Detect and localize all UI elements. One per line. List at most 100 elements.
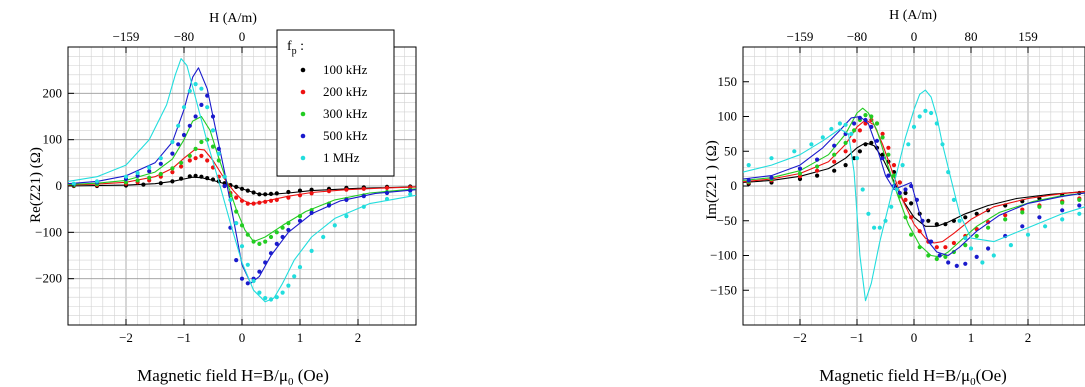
data-point [205, 158, 210, 163]
data-point [832, 152, 837, 157]
x-axis-label: Magnetic field H=B/μ0 (Oe) [137, 366, 329, 387]
data-point [268, 251, 274, 256]
data-point [1060, 208, 1065, 213]
data-point [222, 174, 227, 179]
top-tick-label: −80 [174, 29, 194, 44]
y-tick-label: 50 [724, 143, 737, 158]
data-point [361, 204, 366, 209]
data-point [187, 88, 192, 94]
data-point [309, 191, 314, 196]
data-point [170, 179, 175, 184]
data-point [857, 128, 863, 133]
data-point [286, 221, 291, 226]
data-point [1037, 215, 1042, 220]
data-point [280, 290, 285, 295]
data-point [897, 190, 902, 196]
data-point [274, 295, 279, 300]
legend-marker [300, 155, 306, 161]
data-point [872, 225, 877, 230]
data-point [274, 191, 279, 196]
data-point [408, 188, 413, 193]
data-point [920, 218, 925, 223]
data-point [257, 290, 262, 295]
x-axis-label: Magnetic field H=B/μ0(Oe) [819, 366, 1007, 387]
y-tick-label: −100 [710, 248, 737, 263]
data-point [245, 262, 250, 267]
data-point [361, 194, 366, 199]
data-point [187, 174, 192, 179]
data-point [1020, 224, 1025, 229]
series-500-khz [68, 67, 416, 286]
data-point [746, 178, 751, 183]
data-point [1025, 232, 1031, 237]
fit-line [68, 58, 416, 303]
top-tick-label: 0 [911, 29, 918, 44]
y-tick-label: −50 [717, 213, 737, 228]
data-point [257, 192, 262, 197]
data-point [199, 153, 204, 158]
data-point [205, 176, 210, 181]
data-point [923, 108, 928, 113]
data-point [874, 138, 880, 143]
series-1-mhz [68, 58, 416, 303]
data-point [210, 177, 216, 182]
data-point [1043, 224, 1048, 229]
legend-entry: 200 kHz [323, 84, 368, 99]
data-point [158, 156, 163, 161]
data-point [1020, 210, 1025, 215]
data-point [903, 187, 908, 192]
data-point [147, 175, 152, 180]
data-point [886, 152, 891, 157]
data-point [71, 181, 76, 186]
data-point [123, 180, 129, 185]
legend-marker [300, 89, 306, 95]
data-point [297, 265, 303, 270]
data-point [170, 166, 175, 171]
data-point [852, 156, 857, 161]
data-point [179, 160, 184, 165]
data-point [866, 211, 871, 216]
data-point [135, 178, 140, 183]
data-point [843, 140, 848, 145]
x-tick-label: 2 [1025, 330, 1032, 345]
data-point [297, 188, 303, 193]
data-point [187, 153, 192, 158]
data-point [909, 215, 914, 220]
data-point [216, 151, 221, 156]
data-point [832, 168, 837, 173]
data-point [877, 225, 882, 230]
data-point [974, 211, 979, 216]
data-point [792, 149, 797, 154]
data-point [384, 190, 390, 196]
data-point [210, 128, 216, 133]
data-point [1008, 243, 1014, 248]
data-point [849, 131, 854, 136]
data-point [170, 151, 175, 156]
data-point [239, 198, 245, 203]
data-point [863, 113, 868, 118]
data-point [769, 156, 774, 161]
y-tick-label: −200 [35, 271, 62, 286]
data-point [900, 163, 905, 168]
data-point [929, 110, 934, 116]
y-tick-label: 200 [43, 85, 63, 100]
data-point [384, 196, 390, 202]
data-point [268, 198, 274, 203]
legend-title: fp : [287, 39, 304, 57]
data-point [286, 283, 291, 288]
data-point [815, 168, 820, 173]
x-tick-label: 2 [355, 330, 362, 345]
data-point [274, 241, 279, 246]
data-point [245, 188, 250, 193]
data-point [199, 174, 204, 179]
data-point [408, 192, 413, 197]
plot-area [743, 89, 1085, 302]
data-point [309, 248, 314, 253]
data-point [321, 234, 326, 240]
data-point [326, 189, 332, 194]
data-point [894, 187, 900, 192]
data-point [880, 156, 885, 161]
data-point [880, 131, 885, 136]
data-point [951, 218, 957, 223]
data-point [909, 232, 914, 237]
